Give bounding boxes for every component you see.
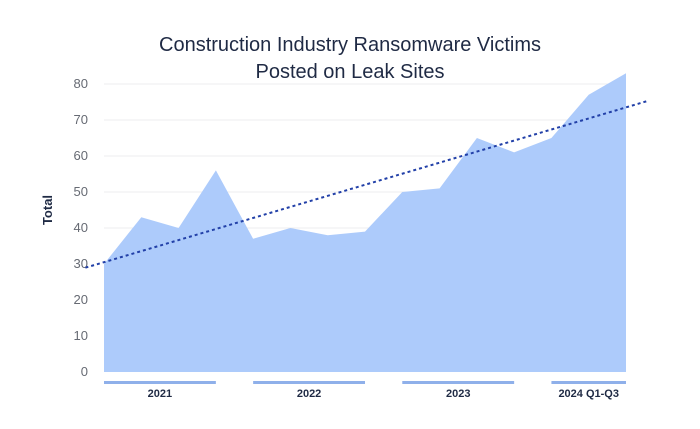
- area-series: [104, 73, 626, 372]
- y-tick-label: 10: [74, 328, 88, 343]
- chart-title-line-2: Posted on Leak Sites: [255, 61, 444, 83]
- y-tick-label: 40: [74, 220, 88, 235]
- x-axis-groups: 2021 2022 2023 2024 Q1-Q3: [104, 381, 626, 400]
- y-tick-label: 50: [74, 184, 88, 199]
- x-group-bar: [551, 381, 626, 384]
- y-tick-label: 80: [74, 76, 88, 91]
- x-group-label: 2024 Q1-Q3: [558, 388, 619, 400]
- x-group-bar: [104, 381, 216, 384]
- trend-line: [85, 100, 647, 269]
- x-group-label: 2022: [297, 388, 321, 400]
- x-group-label: 2021: [148, 388, 172, 400]
- x-group-bar: [253, 381, 365, 384]
- x-group-bar: [402, 381, 515, 384]
- y-axis-ticks: 0 10 20 30 40 50 60 70 80: [74, 76, 88, 379]
- y-tick-label: 60: [74, 148, 88, 163]
- y-tick-label: 30: [74, 256, 88, 271]
- y-tick-label: 70: [74, 112, 88, 127]
- x-group-label: 2023: [446, 388, 470, 400]
- y-tick-label: 20: [74, 292, 88, 307]
- y-tick-label: 0: [81, 364, 88, 379]
- y-axis-label: Total: [40, 195, 55, 225]
- chart-title-line-1: Construction Industry Ransomware Victims: [159, 34, 541, 56]
